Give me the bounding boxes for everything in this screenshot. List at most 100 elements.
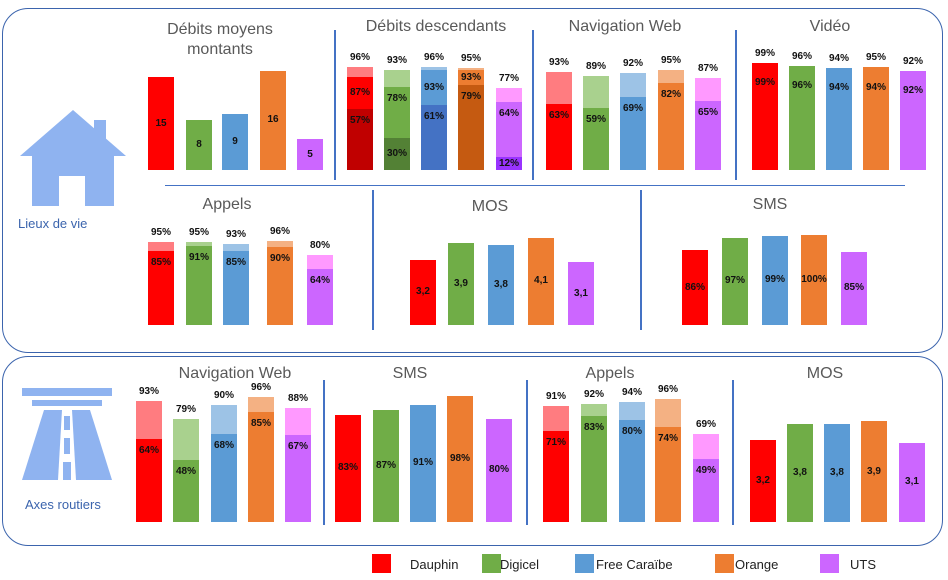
data-label: 3,2 (416, 286, 430, 298)
bar-4 (568, 262, 594, 325)
chart-title: Navigation Web (178, 365, 292, 382)
data-label: 93% (138, 386, 159, 398)
data-label: 96% (791, 80, 812, 92)
divider (532, 30, 534, 180)
chart-title: Débits descendants (365, 18, 507, 35)
data-label: 82% (660, 89, 681, 101)
data-label: 96% (791, 51, 812, 63)
data-label: 5 (307, 148, 313, 160)
data-label: 92% (902, 55, 923, 67)
data-label: 16 (267, 114, 279, 126)
data-label: 12% (498, 157, 519, 169)
data-label: 83% (337, 462, 358, 474)
bar-segment-1-1 (789, 66, 815, 170)
bar-2 (222, 114, 248, 170)
data-label: 99% (754, 77, 775, 89)
data-label: 90% (213, 390, 234, 401)
bar-0 (750, 439, 776, 522)
data-label: 3,1 (574, 287, 588, 299)
data-label: 96% (250, 382, 271, 394)
divider (735, 30, 737, 180)
bar-4 (899, 442, 925, 522)
data-label: 59% (585, 113, 606, 125)
data-label: 86% (684, 281, 705, 293)
data-label: 90% (269, 252, 290, 264)
road-section-frame (2, 356, 943, 546)
data-label: 9 (232, 136, 238, 148)
legend-swatch-2 (575, 554, 594, 573)
divider (732, 380, 734, 525)
data-label: 95% (460, 53, 481, 65)
data-label: 94% (828, 82, 849, 94)
data-label: 91% (412, 457, 433, 469)
data-label: 64% (138, 444, 159, 456)
divider (526, 380, 528, 525)
data-label: 88% (287, 392, 308, 404)
legend-swatch-3 (715, 554, 734, 573)
data-label: 99% (754, 48, 775, 60)
data-label: 92% (902, 84, 923, 96)
data-label: 3,8 (494, 279, 508, 291)
legend-swatch-0 (372, 554, 391, 573)
bar-segment-2-1 (223, 251, 249, 325)
bar-segment-4-1 (285, 434, 311, 522)
data-label: 89% (585, 61, 606, 73)
chart-title: Vidéo (809, 18, 851, 35)
data-label: 57% (349, 115, 370, 126)
bar-segment-3-1 (863, 68, 889, 170)
bar-0 (410, 259, 436, 325)
data-label: 69% (622, 103, 643, 115)
data-label: 3,9 (867, 465, 881, 477)
bar-segment-2-1 (826, 68, 852, 170)
bar-segment-3-1 (655, 427, 681, 522)
bar-segment-4-1 (695, 101, 721, 170)
bar-segment-3-1 (267, 246, 293, 325)
bar-segment-3-1 (658, 83, 684, 170)
road-section-label: Axes routiers (25, 497, 101, 512)
bar-1 (373, 409, 399, 522)
data-label: 64% (498, 107, 519, 119)
bar-1 (186, 120, 212, 170)
data-label: 67% (287, 440, 308, 452)
data-label: 87% (375, 459, 396, 471)
divider (323, 380, 325, 525)
bar-segment-0-1 (136, 438, 162, 522)
chart-title: Navigation Web (568, 18, 682, 35)
data-label: 96% (349, 52, 370, 64)
legend-swatch-1 (482, 554, 501, 573)
legend-label: Digicel (500, 557, 540, 572)
data-label: 93% (386, 55, 407, 67)
legend-swatch-4 (820, 554, 839, 573)
divider (165, 185, 905, 186)
bar-segment-1-1 (173, 459, 199, 522)
data-label: 95% (660, 54, 681, 66)
chart-title: MOS (806, 365, 844, 382)
data-label: 80% (488, 464, 509, 476)
bar-1 (722, 237, 748, 325)
data-label: 91% (545, 390, 566, 402)
data-label: 100% (801, 273, 827, 285)
data-label: 3,1 (905, 476, 919, 488)
data-label: 3,9 (454, 277, 468, 289)
bar-segment-1-2 (384, 137, 410, 170)
data-label: 71% (545, 437, 566, 449)
data-label: 92% (622, 57, 643, 69)
data-label: 65% (697, 107, 718, 119)
bar-0 (682, 250, 708, 325)
data-label: 99% (764, 274, 785, 286)
bar-3 (801, 234, 827, 325)
data-label: 95% (865, 52, 886, 64)
data-label: 48% (175, 465, 196, 477)
data-label: 8 (196, 139, 202, 151)
bar-segment-0-1 (148, 251, 174, 325)
data-label: 63% (548, 109, 569, 121)
chart-title: MOS (471, 198, 509, 215)
data-label: 85% (843, 282, 864, 294)
data-label: 77% (498, 72, 519, 84)
bar-segment-3-2 (458, 85, 484, 170)
data-label: 94% (621, 386, 642, 398)
data-label: 79% (460, 91, 481, 103)
data-label: 96% (423, 52, 444, 64)
bar-3 (447, 395, 473, 522)
bar-0 (148, 77, 174, 170)
